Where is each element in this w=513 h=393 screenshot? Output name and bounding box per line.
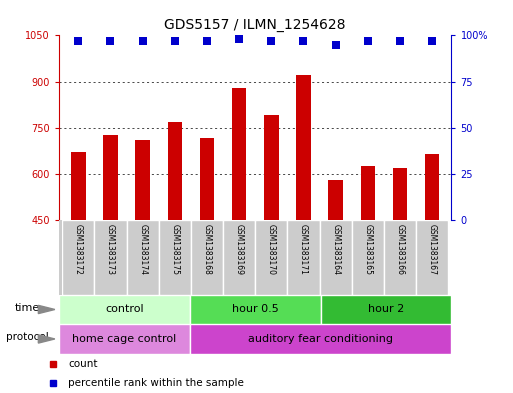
Text: count: count <box>68 358 98 369</box>
Text: GSM1383172: GSM1383172 <box>74 224 83 275</box>
Text: control: control <box>105 305 144 314</box>
Bar <box>416 220 448 295</box>
Bar <box>191 220 223 295</box>
Bar <box>393 168 407 220</box>
Bar <box>159 220 191 295</box>
Text: hour 2: hour 2 <box>368 305 404 314</box>
Point <box>203 38 211 44</box>
Text: GSM1383168: GSM1383168 <box>203 224 211 275</box>
Point <box>106 38 114 44</box>
Point <box>267 38 275 44</box>
Bar <box>223 220 255 295</box>
Point <box>331 41 340 48</box>
Point <box>235 36 243 42</box>
Bar <box>190 295 321 324</box>
Bar <box>320 220 352 295</box>
Bar <box>62 220 94 295</box>
Bar <box>135 140 150 220</box>
Text: protocol: protocol <box>6 332 49 342</box>
Bar <box>94 220 127 295</box>
Point <box>139 38 147 44</box>
Text: auditory fear conditioning: auditory fear conditioning <box>248 334 393 344</box>
Bar <box>384 220 416 295</box>
Polygon shape <box>38 335 55 343</box>
Text: GSM1383175: GSM1383175 <box>170 224 180 275</box>
Bar <box>168 121 182 220</box>
Text: GSM1383170: GSM1383170 <box>267 224 276 275</box>
Text: GSM1383173: GSM1383173 <box>106 224 115 275</box>
Bar <box>200 138 214 220</box>
Text: home cage control: home cage control <box>72 334 176 344</box>
Bar <box>59 295 190 324</box>
Bar <box>352 220 384 295</box>
Bar <box>321 295 451 324</box>
Bar <box>232 88 246 220</box>
Text: time: time <box>15 303 40 313</box>
Bar <box>71 152 86 220</box>
Bar <box>103 136 117 220</box>
Title: GDS5157 / ILMN_1254628: GDS5157 / ILMN_1254628 <box>165 18 346 31</box>
Bar <box>59 220 62 295</box>
Text: GSM1383174: GSM1383174 <box>138 224 147 275</box>
Polygon shape <box>38 305 55 314</box>
Bar <box>361 166 375 220</box>
Point <box>171 38 179 44</box>
Text: GSM1383171: GSM1383171 <box>299 224 308 275</box>
Point <box>74 38 83 44</box>
Text: hour 0.5: hour 0.5 <box>232 305 279 314</box>
Text: percentile rank within the sample: percentile rank within the sample <box>68 378 244 388</box>
Point <box>300 38 308 44</box>
Bar <box>127 220 159 295</box>
Bar <box>190 324 451 354</box>
Point <box>428 38 436 44</box>
Point <box>396 38 404 44</box>
Text: GSM1383167: GSM1383167 <box>428 224 437 275</box>
Bar <box>264 116 279 220</box>
Text: GSM1383166: GSM1383166 <box>396 224 404 275</box>
Bar <box>287 220 320 295</box>
Bar <box>59 324 190 354</box>
Bar <box>255 220 287 295</box>
Bar <box>425 154 439 220</box>
Text: GSM1383164: GSM1383164 <box>331 224 340 275</box>
Bar <box>296 75 311 220</box>
Point <box>364 38 372 44</box>
Text: GSM1383165: GSM1383165 <box>363 224 372 275</box>
Bar <box>328 180 343 220</box>
Text: GSM1383169: GSM1383169 <box>234 224 244 275</box>
